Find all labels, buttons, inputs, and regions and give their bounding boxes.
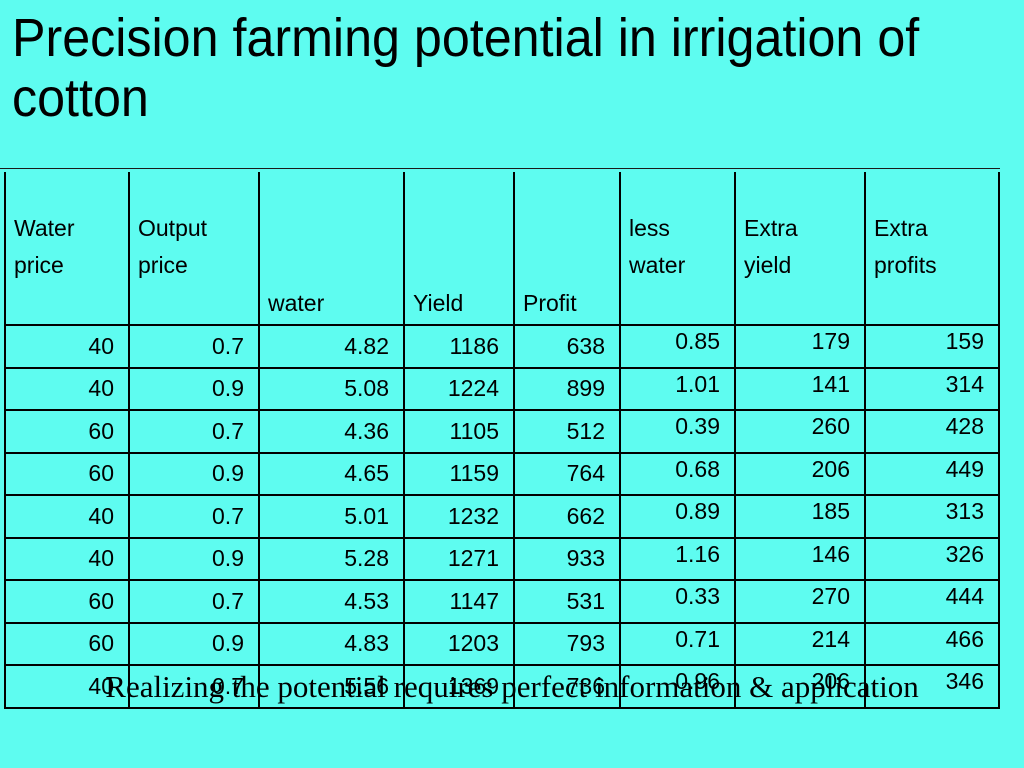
cell-extra-profits: 428: [864, 410, 1000, 454]
cell-water-price: 40: [4, 537, 130, 581]
cell-extra-yield: 179: [734, 325, 866, 369]
cell-extra-profits: 449: [864, 452, 1000, 496]
cell-water: 5.01: [258, 495, 405, 539]
column-header-output-price: Output price: [128, 172, 260, 326]
cell-water-price: 60: [4, 410, 130, 454]
cell-profit: 793: [513, 622, 621, 666]
table-row: 40 0.7 4.82 1186 638 0.85 179 159: [4, 325, 1000, 369]
table-row: 40 0.9 5.28 1271 933 1.16 146 326: [4, 537, 1000, 581]
column-header-yield: Yield: [403, 172, 515, 326]
cell-yield: 1105: [403, 410, 515, 454]
cell-extra-profits: 346: [864, 665, 1000, 709]
cell-yield: 1271: [403, 537, 515, 581]
cell-extra-yield: 141: [734, 367, 866, 411]
cell-output-price: 0.9: [128, 452, 260, 496]
cell-water-price: 40: [4, 325, 130, 369]
cell-less-water: 0.85: [619, 325, 736, 369]
cell-extra-yield: 185: [734, 495, 866, 539]
cell-output-price: 0.9: [128, 367, 260, 411]
cell-extra-profits: 314: [864, 367, 1000, 411]
cell-water-price: 60: [4, 622, 130, 666]
cell-water-price: 40: [4, 665, 130, 709]
cell-extra-yield: 270: [734, 580, 866, 624]
cell-less-water: 0.33: [619, 580, 736, 624]
cell-less-water: 0.71: [619, 622, 736, 666]
table-row: 40 0.7 5.01 1232 662 0.89 185 313: [4, 495, 1000, 539]
cell-profit: 736: [513, 665, 621, 709]
cell-profit: 764: [513, 452, 621, 496]
cell-extra-yield: 260: [734, 410, 866, 454]
cell-yield: 1369: [403, 665, 515, 709]
cell-output-price: 0.9: [128, 622, 260, 666]
cell-water: 4.65: [258, 452, 405, 496]
column-header-less-water: less water: [619, 172, 736, 326]
cell-less-water: 0.68: [619, 452, 736, 496]
cell-extra-profits: 326: [864, 537, 1000, 581]
cell-yield: 1159: [403, 452, 515, 496]
cell-extra-profits: 444: [864, 580, 1000, 624]
cell-yield: 1147: [403, 580, 515, 624]
cell-less-water: 0.39: [619, 410, 736, 454]
table-row: 60 0.9 4.65 1159 764 0.68 206 449: [4, 452, 1000, 496]
column-header-water: water: [258, 172, 405, 326]
cell-water: 4.36: [258, 410, 405, 454]
cell-extra-yield: 206: [734, 452, 866, 496]
cell-water: 5.08: [258, 367, 405, 411]
cell-output-price: 0.7: [128, 495, 260, 539]
cell-less-water: 0.96: [619, 665, 736, 709]
cell-yield: 1203: [403, 622, 515, 666]
cell-water: 5.56: [258, 665, 405, 709]
column-header-extra-profits: Extra profits: [864, 172, 1000, 326]
cell-output-price: 0.7: [128, 665, 260, 709]
title-divider: [0, 168, 1000, 169]
cell-extra-yield: 206: [734, 665, 866, 709]
cell-extra-yield: 146: [734, 537, 866, 581]
cell-extra-yield: 214: [734, 622, 866, 666]
cell-water-price: 60: [4, 452, 130, 496]
table-row: 60 0.7 4.36 1105 512 0.39 260 428: [4, 410, 1000, 454]
table-row: 60 0.7 4.53 1147 531 0.33 270 444: [4, 580, 1000, 624]
cell-yield: 1186: [403, 325, 515, 369]
cell-water-price: 60: [4, 580, 130, 624]
column-header-extra-yield: Extra yield: [734, 172, 866, 326]
cell-water: 5.28: [258, 537, 405, 581]
cell-extra-profits: 159: [864, 325, 1000, 369]
cell-output-price: 0.7: [128, 325, 260, 369]
cell-output-price: 0.7: [128, 410, 260, 454]
cell-profit: 662: [513, 495, 621, 539]
cell-profit: 899: [513, 367, 621, 411]
cell-less-water: 1.01: [619, 367, 736, 411]
cell-yield: 1232: [403, 495, 515, 539]
cell-yield: 1224: [403, 367, 515, 411]
cell-less-water: 1.16: [619, 537, 736, 581]
table-header-row: Water price Output price water Yield Pro…: [4, 172, 1000, 326]
cell-profit: 933: [513, 537, 621, 581]
cell-less-water: 0.89: [619, 495, 736, 539]
cell-output-price: 0.9: [128, 537, 260, 581]
table-row: 60 0.9 4.83 1203 793 0.71 214 466: [4, 622, 1000, 666]
table-row: 40 0.9 5.08 1224 899 1.01 141 314: [4, 367, 1000, 411]
cell-water-price: 40: [4, 367, 130, 411]
cell-profit: 638: [513, 325, 621, 369]
column-header-profit: Profit: [513, 172, 621, 326]
cell-water: 4.53: [258, 580, 405, 624]
cell-extra-profits: 313: [864, 495, 1000, 539]
slide-title: Precision farming potential in irrigatio…: [12, 8, 920, 128]
cell-profit: 512: [513, 410, 621, 454]
cell-output-price: 0.7: [128, 580, 260, 624]
cell-profit: 531: [513, 580, 621, 624]
slide-caption: Realizing the potential requires perfect…: [105, 669, 919, 704]
cell-water: 4.82: [258, 325, 405, 369]
cell-water: 4.83: [258, 622, 405, 666]
cotton-irrigation-table: Water price Output price water Yield Pro…: [4, 172, 1000, 709]
table-row: 40 0.7 5.56 1369 736 0.96 206 346: [4, 665, 1000, 709]
cell-extra-profits: 466: [864, 622, 1000, 666]
cell-water-price: 40: [4, 495, 130, 539]
column-header-water-price: Water price: [4, 172, 130, 326]
